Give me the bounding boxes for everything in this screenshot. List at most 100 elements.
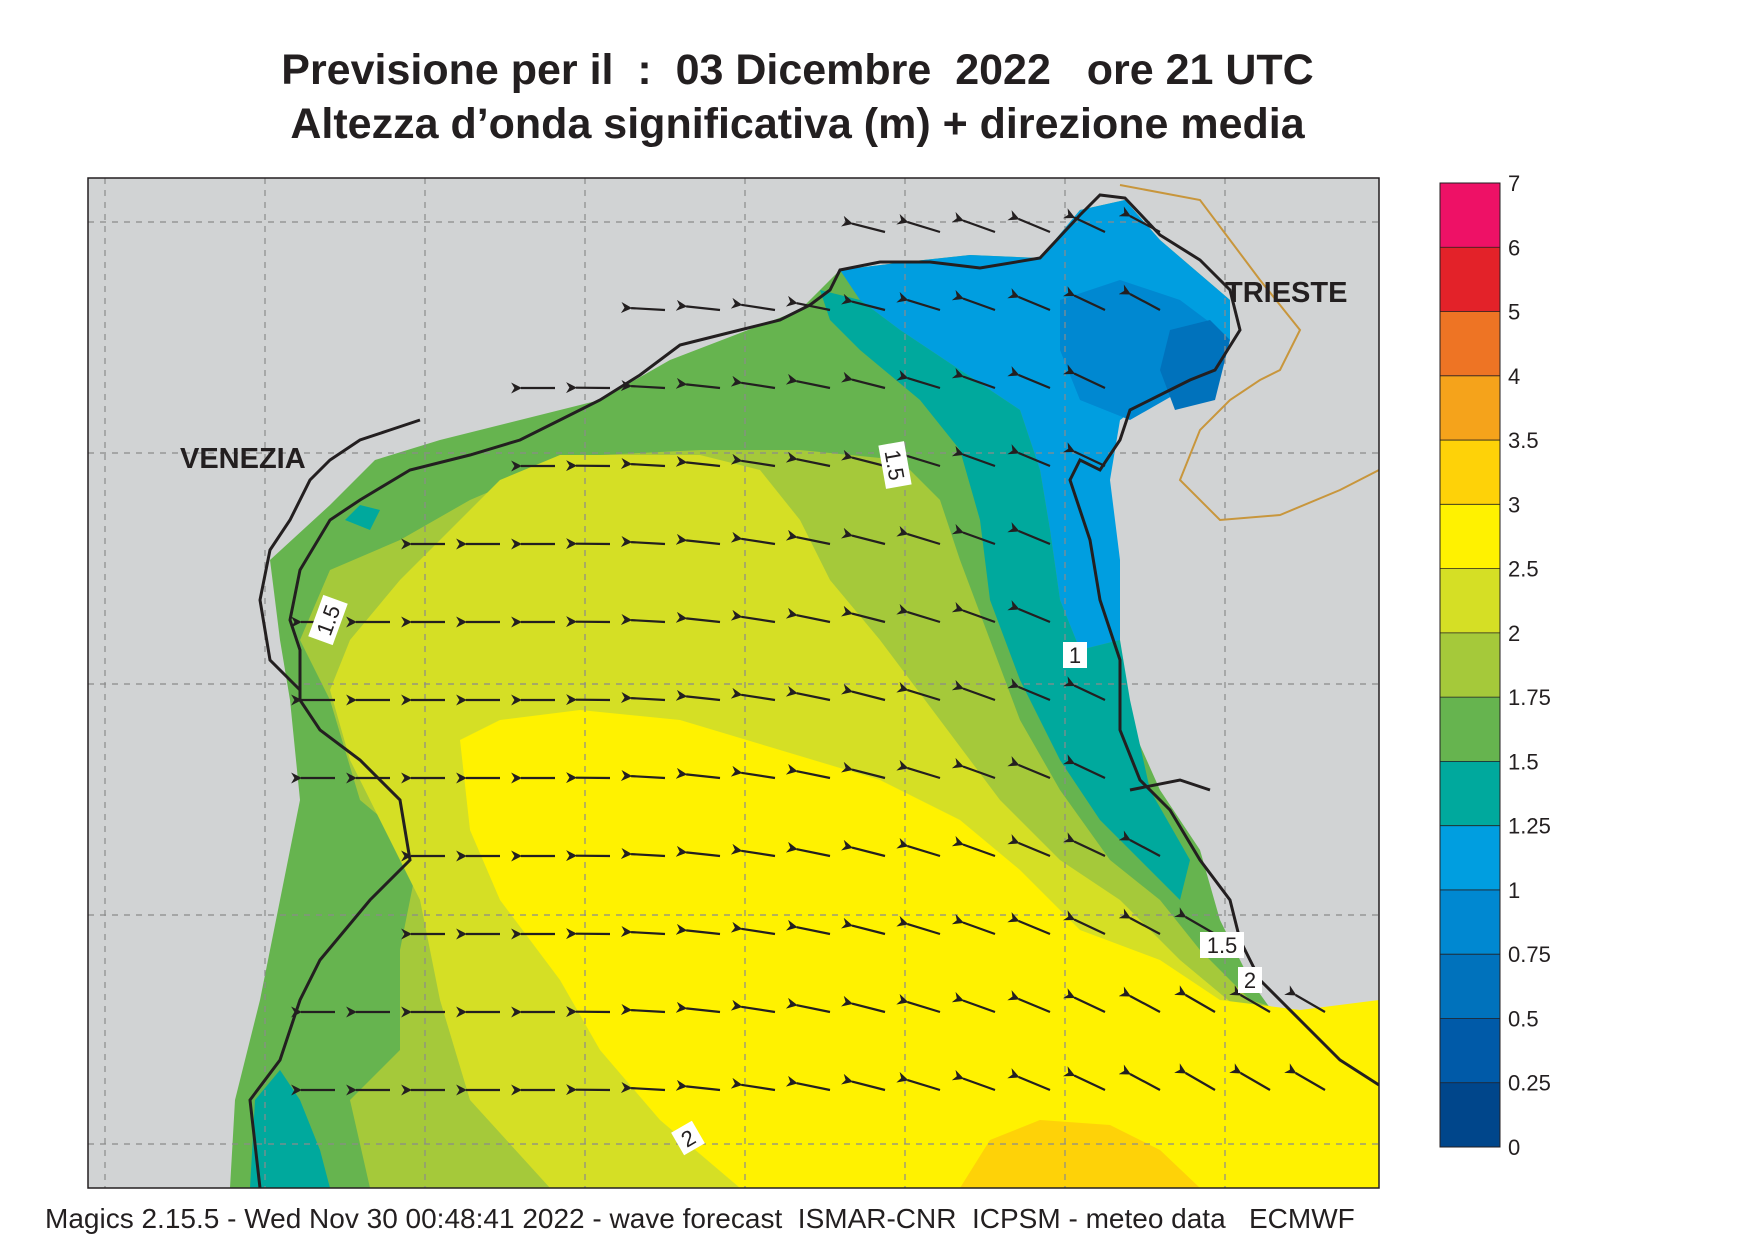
wave-direction-arrow xyxy=(1007,990,1051,1014)
wave-direction-arrow xyxy=(1007,444,1051,468)
wave-direction-arrow xyxy=(620,1082,666,1094)
sea-zone-1.0-northwest xyxy=(345,505,380,530)
wave-direction-arrow xyxy=(730,921,776,936)
colorbar-swatch xyxy=(1440,311,1500,377)
wave-direction-arrow xyxy=(841,761,886,780)
wave-direction-arrow xyxy=(620,926,666,938)
wave-direction-arrow xyxy=(620,848,666,860)
wave-direction-arrow xyxy=(951,523,996,546)
wave-direction-arrow xyxy=(841,527,886,546)
wave-direction-arrow xyxy=(785,997,831,1014)
wave-direction-arrow xyxy=(1007,1068,1051,1092)
wave-direction-arrow xyxy=(896,759,941,780)
colorbar-label: 5 xyxy=(1508,300,1520,325)
wave-direction-arrow xyxy=(951,445,996,468)
wave-direction-arrow xyxy=(785,1075,831,1092)
wave-direction-arrow xyxy=(675,455,721,468)
colorbar-label: 0.25 xyxy=(1508,1071,1551,1096)
colorbar-swatch xyxy=(1440,889,1500,955)
wave-direction-arrow xyxy=(1118,908,1161,935)
wave-direction-arrow xyxy=(951,913,996,936)
colorbar-label: 7 xyxy=(1508,171,1520,196)
wave-direction-arrow xyxy=(951,835,996,858)
colorbar-swatch xyxy=(1440,1018,1500,1084)
wave-direction-arrow xyxy=(1062,442,1106,467)
wave-direction-arrow xyxy=(1062,754,1106,779)
wave-direction-arrow xyxy=(1007,366,1051,390)
wave-direction-arrow xyxy=(896,291,941,312)
footer-credits: Magics 2.15.5 - Wed Nov 30 00:48:41 2022… xyxy=(45,1203,1355,1234)
wave-direction-arrow xyxy=(951,211,996,234)
wave-direction-arrow xyxy=(675,1001,721,1014)
colorbar-label: 0.5 xyxy=(1508,1006,1539,1031)
wave-direction-arrow xyxy=(1062,286,1106,311)
wave-direction-arrow xyxy=(620,1004,666,1016)
contour-label-box xyxy=(1063,642,1087,668)
map-frame xyxy=(87,177,1380,1189)
colorbar-swatch xyxy=(1440,697,1500,762)
colorbar-label: 3 xyxy=(1508,492,1520,517)
wave-direction-arrow xyxy=(730,375,776,390)
wave-direction-arrow xyxy=(896,447,941,468)
wave-direction-arrow xyxy=(620,458,666,470)
colorbar-swatch xyxy=(1440,247,1500,313)
contour-label-box xyxy=(308,594,348,646)
wave-direction-arrow xyxy=(951,289,996,312)
wave-direction-arrow xyxy=(1007,522,1051,546)
wave-direction-arrow xyxy=(1118,1064,1161,1091)
wave-direction-arrow xyxy=(1174,907,1216,935)
sea-zone-1.0 xyxy=(820,290,1190,900)
colorbar-label: 2 xyxy=(1508,621,1520,646)
wave-direction-arrow xyxy=(1062,988,1106,1013)
colorbar-swatch xyxy=(1440,440,1500,505)
wave-direction-arrow xyxy=(785,841,831,858)
wave-direction-arrow xyxy=(785,451,831,468)
colorbar-label: 0 xyxy=(1508,1135,1520,1160)
wave-direction-arrow xyxy=(841,995,886,1014)
wave-direction-arrow xyxy=(620,302,666,314)
wave-direction-arrow xyxy=(785,919,831,936)
wave-direction-arrow xyxy=(1007,288,1051,312)
wave-direction-arrow xyxy=(785,373,831,390)
wave-direction-arrow xyxy=(675,533,721,546)
colorbar-label: 1.5 xyxy=(1508,749,1539,774)
sea-zone-1.0-southwest xyxy=(250,1070,330,1188)
wave-direction-arrow xyxy=(1062,1066,1106,1091)
wave-direction-arrow xyxy=(1062,208,1106,233)
coastline-venezia-lagoon xyxy=(258,418,421,692)
coastline-trieste-gulf xyxy=(1129,778,1211,792)
wave-direction-arrow xyxy=(730,453,776,468)
colorbar-swatch xyxy=(1440,632,1500,698)
contour-label: 2 xyxy=(1244,968,1256,993)
contour-label: 1.5 xyxy=(880,448,910,482)
wave-direction-arrow xyxy=(620,536,666,548)
wave-direction-arrow xyxy=(896,369,941,390)
wave-direction-arrow xyxy=(730,687,776,702)
wave-direction-arrow xyxy=(951,601,996,624)
wave-direction-arrow xyxy=(620,614,666,626)
wave-direction-arrow xyxy=(1007,912,1051,936)
contour-label-box xyxy=(671,1120,705,1156)
colorbar-label: 3.5 xyxy=(1508,428,1539,453)
contour-label: 1 xyxy=(1069,643,1081,668)
wave-direction-arrow xyxy=(1118,284,1161,311)
colorbar-label: 1 xyxy=(1508,878,1520,903)
wave-direction-arrow xyxy=(730,843,776,858)
wave-direction-arrow xyxy=(1284,1063,1326,1091)
wave-direction-arrow xyxy=(841,683,886,702)
wave-direction-arrow xyxy=(896,681,941,702)
sea-zone-2.5 xyxy=(960,1120,1200,1188)
wave-direction-arrow xyxy=(620,770,666,782)
wave-direction-arrow xyxy=(841,293,886,312)
wave-direction-arrow xyxy=(1007,756,1051,780)
wave-direction-arrow xyxy=(620,380,666,392)
colorbar-label: 1.75 xyxy=(1508,685,1551,710)
wave-direction-arrow xyxy=(1007,210,1051,234)
colorbar-label: 0.75 xyxy=(1508,942,1551,967)
wave-direction-arrow xyxy=(1007,678,1051,702)
wave-direction-arrow xyxy=(1229,1063,1271,1091)
wave-direction-arrow xyxy=(730,1077,776,1092)
wave-direction-arrow xyxy=(1118,830,1161,857)
wave-direction-arrow xyxy=(620,692,666,704)
